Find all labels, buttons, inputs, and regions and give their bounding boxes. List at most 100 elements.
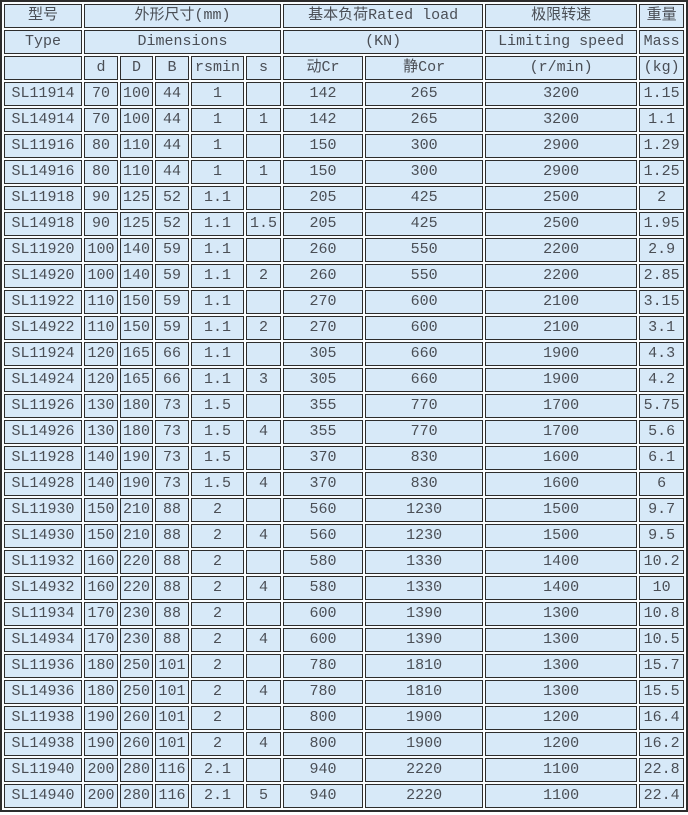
cell-rsmin: 1: [191, 134, 244, 158]
cell-mass: 9.5: [639, 524, 685, 548]
cell-cor_static: 660: [365, 342, 484, 366]
header-mass-cn: 重量: [639, 4, 685, 28]
cell-cor_static: 830: [365, 472, 484, 496]
cell-d: 180: [84, 680, 118, 704]
cell-type: SL11932: [4, 550, 82, 574]
table-row: SL14938 190 260 101 2 4 800 1900 1200 16.2: [4, 732, 685, 756]
cell-B: 101: [155, 654, 189, 678]
cell-d: 80: [84, 160, 118, 184]
cell-type: SL14914: [4, 108, 82, 132]
cell-s: [246, 706, 282, 730]
cell-limiting_speed: 1300: [485, 654, 638, 678]
cell-cor_static: 1810: [365, 680, 484, 704]
cell-cor_static: 600: [365, 316, 484, 340]
cell-cr_dynamic: 260: [283, 238, 364, 262]
cell-d: 80: [84, 134, 118, 158]
cell-d: 90: [84, 212, 118, 236]
header-dimensions-cn: 外形尺寸(mm): [84, 4, 282, 28]
table-row: SL11914 70 100 44 1 142 265 3200 1.15: [4, 82, 685, 106]
cell-d: 120: [84, 342, 118, 366]
cell-mass: 5.6: [639, 420, 685, 444]
header-col-blank: [4, 56, 82, 80]
cell-mass: 16.4: [639, 706, 685, 730]
cell-cr_dynamic: 355: [283, 394, 364, 418]
cell-rsmin: 2: [191, 654, 244, 678]
cell-B: 88: [155, 524, 189, 548]
cell-cr_dynamic: 600: [283, 602, 364, 626]
table-row: SL11932 160 220 88 2 580 1330 1400 10.2: [4, 550, 685, 574]
table-row: SL14936 180 250 101 2 4 780 1810 1300 15.5: [4, 680, 685, 704]
cell-type: SL11940: [4, 758, 82, 782]
cell-type: SL14916: [4, 160, 82, 184]
cell-cr_dynamic: 205: [283, 212, 364, 236]
cell-mass: 10.5: [639, 628, 685, 652]
cell-mass: 1.29: [639, 134, 685, 158]
cell-d: 160: [84, 576, 118, 600]
cell-B: 88: [155, 498, 189, 522]
cell-rsmin: 2.1: [191, 784, 244, 808]
cell-limiting_speed: 2500: [485, 186, 638, 210]
header-row-columns: d D B rsmin s 动Cr 静Cor (r/min) (kg): [4, 56, 685, 80]
cell-B: 73: [155, 394, 189, 418]
cell-rsmin: 1.5: [191, 420, 244, 444]
cell-D: 250: [120, 654, 153, 678]
cell-type: SL14940: [4, 784, 82, 808]
table-row: SL14918 90 125 52 1.1 1.5 205 425 2500 1.95: [4, 212, 685, 236]
cell-type: SL14930: [4, 524, 82, 548]
cell-s: 1: [246, 108, 282, 132]
cell-mass: 6.1: [639, 446, 685, 470]
cell-s: [246, 498, 282, 522]
table-row: SL11918 90 125 52 1.1 205 425 2500 2: [4, 186, 685, 210]
cell-mass: 2: [639, 186, 685, 210]
cell-cr_dynamic: 260: [283, 264, 364, 288]
cell-cor_static: 1390: [365, 628, 484, 652]
cell-limiting_speed: 1900: [485, 342, 638, 366]
cell-s: 4: [246, 628, 282, 652]
cell-cr_dynamic: 580: [283, 550, 364, 574]
cell-D: 165: [120, 342, 153, 366]
cell-cor_static: 660: [365, 368, 484, 392]
cell-mass: 9.7: [639, 498, 685, 522]
cell-D: 260: [120, 732, 153, 756]
table-header: 型号 外形尺寸(mm) 基本负荷Rated load 极限转速 重量 Type …: [4, 4, 685, 80]
cell-limiting_speed: 1600: [485, 446, 638, 470]
header-limiting-speed-en: Limiting speed: [485, 30, 638, 54]
cell-mass: 10: [639, 576, 685, 600]
cell-rsmin: 1.1: [191, 342, 244, 366]
cell-cr_dynamic: 205: [283, 186, 364, 210]
cell-limiting_speed: 3200: [485, 82, 638, 106]
table-row: SL14922 110 150 59 1.1 2 270 600 2100 3.1: [4, 316, 685, 340]
cell-cr_dynamic: 780: [283, 680, 364, 704]
cell-D: 180: [120, 420, 153, 444]
cell-cor_static: 300: [365, 160, 484, 184]
cell-rsmin: 1.1: [191, 368, 244, 392]
cell-limiting_speed: 1300: [485, 602, 638, 626]
cell-cor_static: 425: [365, 212, 484, 236]
cell-rsmin: 1.1: [191, 212, 244, 236]
cell-B: 52: [155, 212, 189, 236]
table-row: SL11930 150 210 88 2 560 1230 1500 9.7: [4, 498, 685, 522]
cell-limiting_speed: 2900: [485, 160, 638, 184]
cell-type: SL14920: [4, 264, 82, 288]
cell-mass: 15.5: [639, 680, 685, 704]
cell-mass: 22.4: [639, 784, 685, 808]
cell-mass: 3.15: [639, 290, 685, 314]
cell-D: 110: [120, 134, 153, 158]
cell-B: 88: [155, 602, 189, 626]
cell-limiting_speed: 2100: [485, 316, 638, 340]
cell-cr_dynamic: 150: [283, 134, 364, 158]
cell-d: 140: [84, 446, 118, 470]
cell-rsmin: 1: [191, 82, 244, 106]
cell-rsmin: 2: [191, 706, 244, 730]
cell-d: 150: [84, 524, 118, 548]
cell-mass: 22.8: [639, 758, 685, 782]
cell-s: 4: [246, 420, 282, 444]
cell-D: 150: [120, 316, 153, 340]
cell-B: 88: [155, 576, 189, 600]
cell-cr_dynamic: 800: [283, 732, 364, 756]
cell-cr_dynamic: 150: [283, 160, 364, 184]
cell-cor_static: 300: [365, 134, 484, 158]
cell-type: SL14934: [4, 628, 82, 652]
cell-type: SL11928: [4, 446, 82, 470]
cell-s: [246, 342, 282, 366]
